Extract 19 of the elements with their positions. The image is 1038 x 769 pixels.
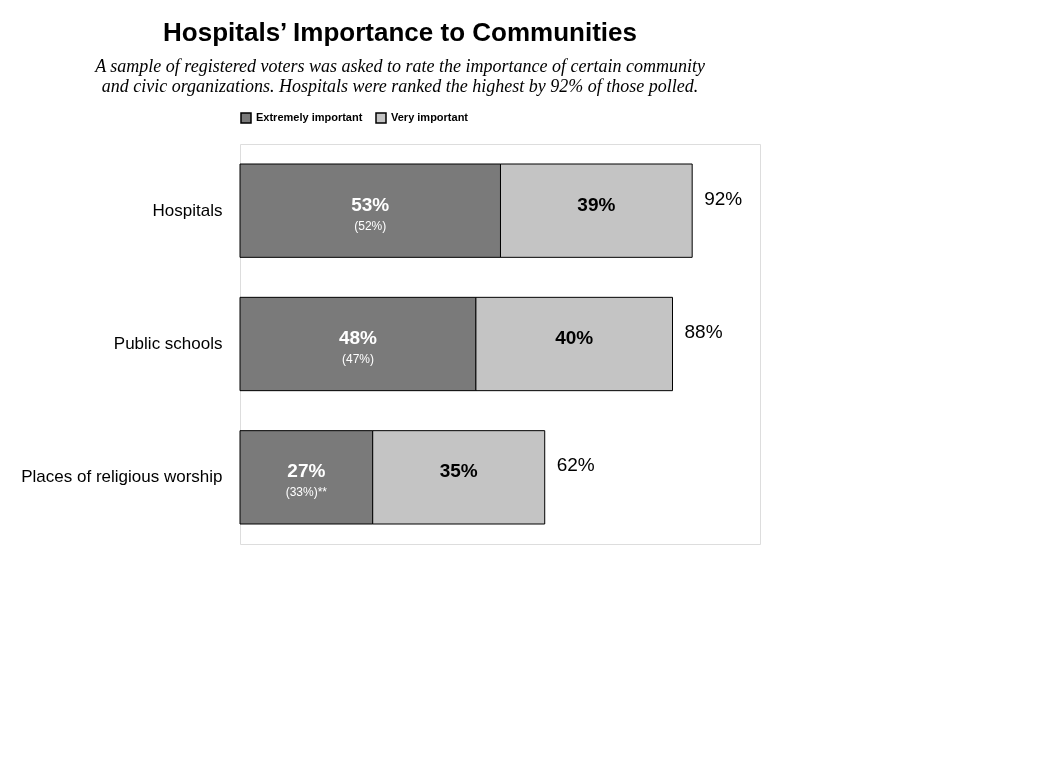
data-label: 40% xyxy=(555,327,594,348)
total-label: 62% xyxy=(556,454,595,476)
legend-label: Extremely important xyxy=(256,111,363,123)
total-label: 88% xyxy=(684,321,723,342)
data-label: 48% xyxy=(338,327,378,348)
legend-label: Very important xyxy=(391,111,469,123)
total-label: 92% xyxy=(704,187,743,209)
data-label: 35% xyxy=(439,460,478,482)
y-tick-label: Hospitals xyxy=(152,200,223,220)
data-label: 53% xyxy=(351,193,390,215)
annotation: (33%)** xyxy=(285,485,328,500)
annotation: (52%) xyxy=(354,218,387,233)
chart-title: Hospitals’ Importance to Communities xyxy=(163,17,637,47)
annotation: (47%) xyxy=(341,352,374,366)
y-tick-label: Places of religious worship xyxy=(21,467,223,487)
y-tick-label: Public schools xyxy=(113,334,223,353)
chart-subtitle: A sample of registered voters was asked to rate the importance of certain community and civic organizations. Hospitals were ranked the highest by 92% of those polled. xyxy=(94,56,705,96)
data-label: 27% xyxy=(287,460,326,482)
data-label: 39% xyxy=(577,193,616,215)
